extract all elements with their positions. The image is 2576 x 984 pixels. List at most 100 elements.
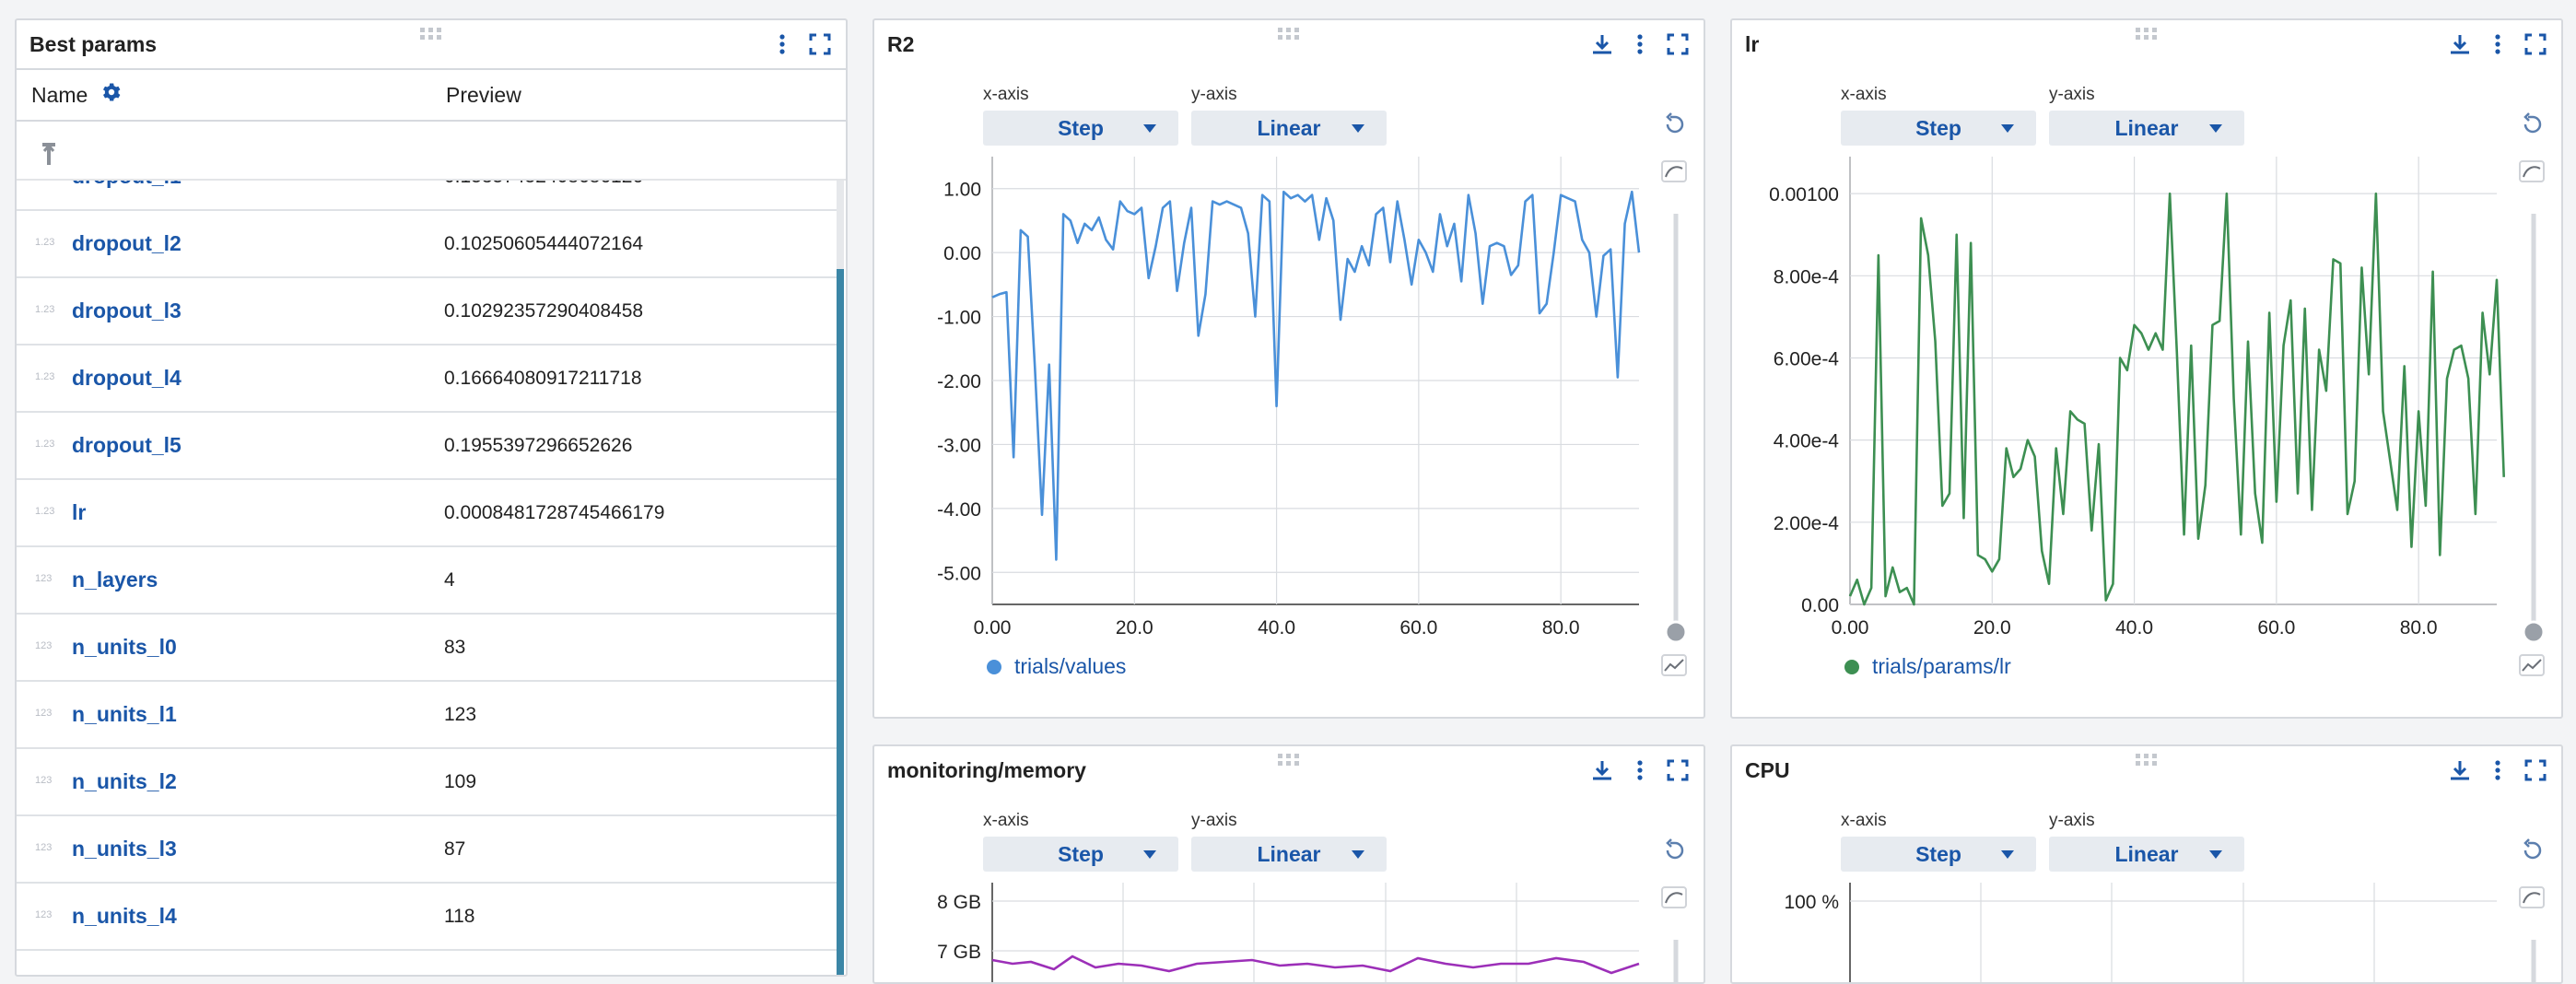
fullscreen-icon[interactable] (1667, 759, 1689, 781)
param-name[interactable]: lr (72, 500, 87, 524)
param-row-dropout_l5[interactable]: 1.23 dropout_l5 0.1955397296652626 (17, 413, 837, 480)
panel-title: CPU (1745, 757, 1790, 782)
param-value: 87 (444, 838, 466, 860)
param-row-n_layers[interactable]: 123 n_layers 4 (17, 547, 837, 615)
navigate-up-icon[interactable] (41, 140, 61, 170)
panel-header: R2 (874, 20, 1704, 68)
table-header: Name Preview (17, 68, 846, 122)
param-row-dropout_l4[interactable]: 1.23 dropout_l4 0.16664080917211718 (17, 346, 837, 413)
cpu-line-chart[interactable]: 100 % (1732, 746, 2563, 984)
navigate-up-row[interactable] (17, 122, 846, 181)
y-tick-label: -4.00 (937, 499, 981, 521)
param-row-n_units_l3[interactable]: 123 n_units_l3 87 (17, 816, 837, 884)
param-name[interactable]: dropout_l4 (72, 366, 181, 390)
x-axis-select[interactable]: Step (1841, 111, 2036, 146)
smoothing-curve-icon[interactable] (1661, 886, 1687, 913)
smoothing-curve-icon[interactable] (1661, 160, 1687, 187)
cpu-chart-panel: CPU x-axis y-axis Step Linear 100 % (1730, 744, 2563, 984)
param-row-n_units_l2[interactable]: 123 n_units_l2 109 (17, 749, 837, 816)
x-axis-value: Step (1058, 115, 1104, 140)
x-axis-select[interactable]: Step (983, 111, 1178, 146)
more-options-icon[interactable] (2495, 34, 2500, 54)
param-row-n_units_l4[interactable]: 123 n_units_l4 118 (17, 884, 837, 951)
lr-line-chart[interactable]: 0.00100 8.00e-4 6.00e-4 4.00e-4 2.00e-4 0.000… (1732, 20, 2563, 719)
drag-handle-icon[interactable] (1278, 754, 1300, 771)
param-row-n_units_l1[interactable]: 123 n_units_l1 123 (17, 682, 837, 749)
param-name[interactable]: n_units_l4 (72, 904, 177, 928)
param-name[interactable]: n_layers (72, 568, 158, 592)
fullscreen-icon[interactable] (809, 33, 831, 55)
reset-zoom-icon[interactable] (1663, 112, 1687, 141)
fullscreen-icon[interactable] (2524, 759, 2547, 781)
param-value: 123 (444, 704, 477, 725)
more-options-icon[interactable] (1637, 760, 1643, 780)
param-row-n_units_l0[interactable]: 123 n_units_l0 83 (17, 615, 837, 682)
y-axis-select[interactable]: Linear (2049, 837, 2244, 872)
chevron-down-icon (1352, 124, 1364, 133)
type-badge: 1.23 (35, 371, 55, 382)
settings-gear-icon[interactable] (100, 81, 123, 109)
param-name[interactable]: dropout_l1 (72, 181, 181, 189)
scrollbar-thumb[interactable] (837, 269, 844, 975)
param-name[interactable]: n_units_l2 (72, 769, 177, 793)
panel-title: monitoring/memory (887, 757, 1086, 782)
memory-line-chart[interactable]: 8 GB 7 GB (874, 746, 1705, 984)
param-value: 0.10292357290408458 (444, 300, 644, 322)
param-row-dropout_l3[interactable]: 1.23 dropout_l3 0.10292357290408458 (17, 278, 837, 346)
x-axis-select[interactable]: Step (983, 837, 1178, 872)
drag-handle-icon[interactable] (1278, 28, 1300, 45)
param-name[interactable]: n_units_l1 (72, 702, 177, 726)
zoom-slider-handle[interactable] (2522, 620, 2546, 644)
param-name[interactable]: dropout_l2 (72, 231, 181, 255)
y-axis-select[interactable]: Linear (1191, 837, 1387, 872)
x-axis-select[interactable]: Step (1841, 837, 2036, 872)
r2-line-chart[interactable]: 1.00 0.00 -1.00 -2.00 -3.00 -4.00 -5.00 0.00 20.… (874, 20, 1705, 719)
legend-label: trials/values (1014, 654, 1127, 678)
fullscreen-icon[interactable] (1667, 33, 1689, 55)
chart-legend[interactable]: trials/params/lr (1844, 654, 2011, 679)
y-tick-label: -5.00 (937, 563, 981, 584)
smoothing-curve-icon[interactable] (2519, 886, 2545, 913)
download-icon[interactable] (2449, 33, 2471, 55)
y-tick-label: -2.00 (937, 371, 981, 392)
type-badge: 1.23 (35, 506, 55, 517)
column-header-name[interactable]: Name (31, 82, 88, 107)
line-style-icon[interactable] (1661, 654, 1687, 681)
x-tick-label: 40.0 (2115, 617, 2153, 638)
fullscreen-icon[interactable] (2524, 33, 2547, 55)
zoom-slider-handle[interactable] (1664, 620, 1688, 644)
more-options-icon[interactable] (779, 34, 785, 54)
reset-zoom-icon[interactable] (2521, 112, 2545, 141)
drag-handle-icon[interactable] (420, 28, 442, 45)
param-name[interactable]: n_units_l0 (72, 635, 177, 659)
more-options-icon[interactable] (2495, 760, 2500, 780)
line-style-icon[interactable] (2519, 654, 2545, 681)
param-row-lr[interactable]: 1.23 lr 0.0008481728745466179 (17, 480, 837, 547)
more-options-icon[interactable] (1637, 34, 1643, 54)
x-tick-label: 80.0 (1542, 617, 1580, 638)
download-icon[interactable] (1591, 759, 1613, 781)
scrollbar[interactable] (837, 181, 844, 975)
download-icon[interactable] (2449, 759, 2471, 781)
y-axis-select[interactable]: Linear (1191, 111, 1387, 146)
drag-handle-icon[interactable] (2136, 754, 2158, 771)
download-icon[interactable] (1591, 33, 1613, 55)
smoothing-curve-icon[interactable] (2519, 160, 2545, 187)
x-tick-label: 60.0 (2257, 617, 2295, 638)
param-name[interactable]: n_units_l3 (72, 837, 177, 861)
x-tick-label: 40.0 (1258, 617, 1295, 638)
param-name[interactable]: dropout_l3 (72, 299, 181, 322)
param-row-dropout_l2[interactable]: 1.23 dropout_l2 0.10250605444072164 (17, 211, 837, 278)
y-tick-label: 7 GB (937, 942, 981, 963)
drag-handle-icon[interactable] (2136, 28, 2158, 45)
reset-zoom-icon[interactable] (1663, 838, 1687, 867)
y-axis-select[interactable]: Linear (2049, 111, 2244, 146)
legend-label: trials/params/lr (1872, 654, 2011, 678)
param-name[interactable]: dropout_l5 (72, 433, 181, 457)
chart-legend[interactable]: trials/values (987, 654, 1126, 679)
chevron-down-icon (2001, 850, 2014, 859)
reset-zoom-icon[interactable] (2521, 838, 2545, 867)
y-tick-label: 100 % (1784, 892, 1839, 913)
y-axis-label: y-axis (2049, 811, 2095, 830)
